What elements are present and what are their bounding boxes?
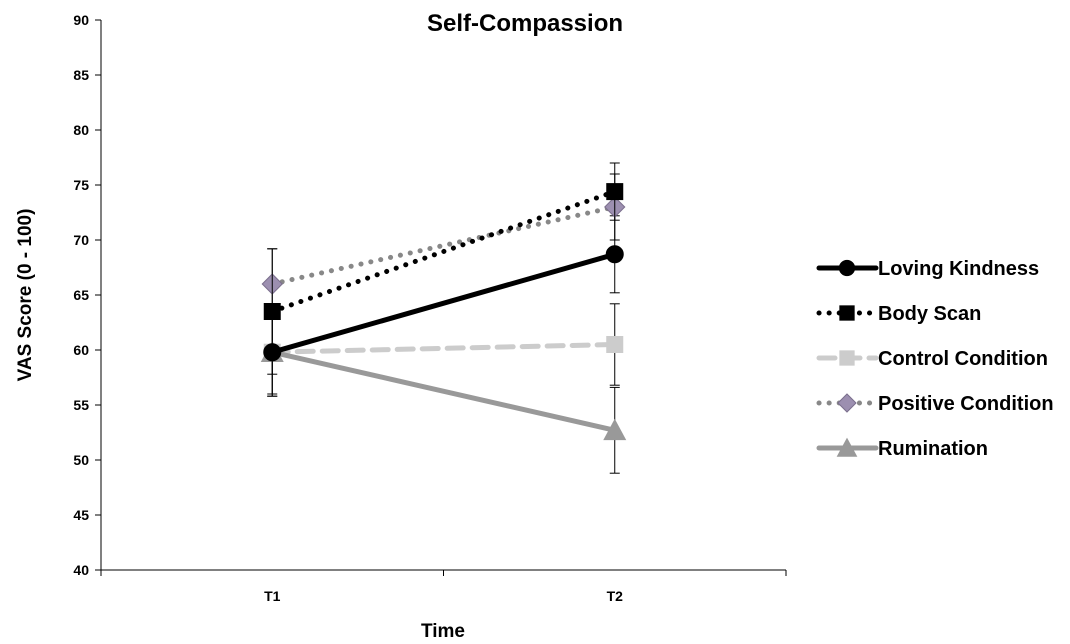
data-point [606, 183, 624, 201]
series-line [269, 349, 618, 433]
y-tick-label: 85 [73, 67, 89, 83]
x-tick-label: T1 [264, 588, 281, 604]
y-tick-label: 90 [73, 12, 89, 28]
y-tick-label: 45 [73, 507, 89, 523]
legend-marker [839, 350, 855, 366]
y-tick-label: 55 [73, 397, 89, 413]
y-tick-label: 80 [73, 122, 89, 138]
legend-item-body-scan: Body Scan [816, 303, 981, 325]
legend-item-loving-kindness: Loving Kindness [816, 258, 1039, 280]
legend-label: Loving Kindness [878, 258, 1039, 280]
y-tick-label: 60 [73, 342, 89, 358]
legend-label: Positive Condition [878, 393, 1054, 415]
series-line [269, 189, 618, 314]
x-axis-title: Time [421, 621, 465, 642]
series-rumination [260, 307, 627, 474]
legend-marker [837, 393, 857, 413]
legend-item-positive-condition: Positive Condition [816, 393, 1054, 415]
data-point [605, 245, 624, 264]
x-tick-label: T2 [607, 588, 624, 604]
series-body-scan [263, 162, 624, 375]
legend-marker [839, 305, 855, 321]
y-axis: 40 45 50 55 60 65 70 75 80 85 90 [73, 12, 102, 578]
series-loving-kindness [263, 215, 624, 397]
data-point [263, 303, 281, 320]
y-axis-title: VAS Score (0 - 100) [15, 209, 36, 382]
series-line [269, 204, 618, 287]
legend-marker [838, 259, 856, 277]
data-point [606, 336, 624, 353]
legend: Loving Kindness Body Scan Control Conditio… [816, 258, 1054, 460]
chart-title: Self-Compassion [427, 10, 623, 37]
y-tick-label: 75 [73, 177, 89, 193]
legend-item-control-condition: Control Condition [816, 348, 1048, 370]
plot-series [260, 162, 627, 474]
y-tick-label: 70 [73, 232, 89, 248]
legend-label: Rumination [878, 438, 988, 460]
y-tick-label: 65 [73, 287, 89, 303]
x-axis: T1 T2 [100, 569, 787, 604]
legend-item-rumination: Rumination [816, 437, 988, 460]
legend-label: Control Condition [878, 348, 1048, 370]
series-control-condition [263, 303, 624, 395]
series-line [269, 342, 618, 355]
data-point [603, 418, 627, 441]
y-tick-label: 40 [73, 562, 89, 578]
legend-label: Body Scan [878, 303, 981, 325]
y-tick-label: 50 [73, 452, 89, 468]
series-positive-condition [261, 173, 626, 320]
series-line [269, 251, 618, 355]
legend-marker [836, 437, 858, 457]
